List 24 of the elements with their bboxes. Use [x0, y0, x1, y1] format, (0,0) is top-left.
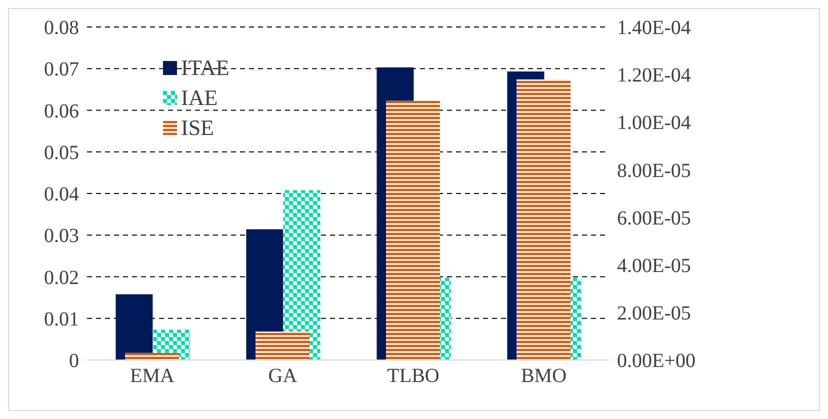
- y-tick-label: 0.08: [44, 17, 79, 40]
- y-tick-label: 0.01: [44, 308, 79, 330]
- y2-tick-label: 1.00E-04: [617, 112, 691, 134]
- y-tick-label: 0.04: [44, 184, 79, 206]
- y-tick-label: 0.02: [44, 266, 79, 289]
- y2-tick-label: 1.20E-04: [617, 64, 691, 87]
- x-tick-label: EMA: [130, 365, 176, 388]
- y2-tick-label: 0.00E+00: [617, 350, 696, 372]
- legend-label: ISE: [181, 114, 214, 142]
- legend-label: IAE: [181, 84, 218, 112]
- y2-tick-label: 1.40E-04: [617, 17, 691, 40]
- y2-tick-label: 8.00E-05: [617, 160, 691, 182]
- y-tick-label: 0.03: [44, 225, 79, 248]
- legend-label: ITAE: [181, 54, 230, 82]
- x-tick-label: GA: [268, 365, 298, 388]
- y2-tick-label: 2.00E-05: [617, 302, 691, 325]
- y-tick-label: 0: [69, 350, 79, 372]
- y2-tick-label: 6.00E-05: [617, 207, 691, 230]
- x-tick-label: TLBO: [387, 365, 440, 388]
- x-tick-label: BMO: [520, 365, 567, 388]
- y2-tick-label: 4.00E-05: [617, 254, 691, 277]
- y-tick-label: 0.07: [44, 58, 79, 81]
- y-tick-label: 0.05: [44, 142, 79, 164]
- y-tick-label: 0.06: [44, 100, 79, 122]
